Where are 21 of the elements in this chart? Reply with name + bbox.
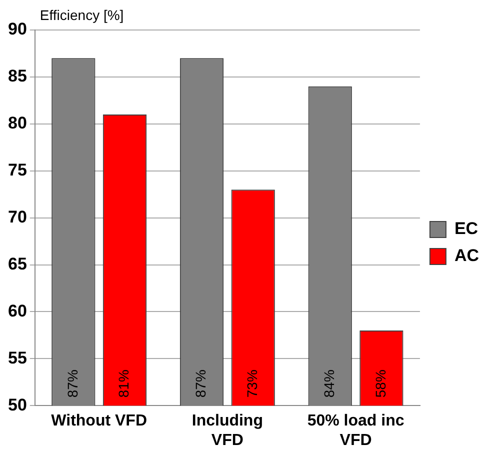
y-tick-label: 85 <box>8 66 27 86</box>
x-tick-label: Without VFD <box>51 412 147 430</box>
x-tick-label: 50% load inc VFD <box>307 412 404 449</box>
y-tick-label: 80 <box>8 114 27 133</box>
y-tick-label: 70 <box>8 207 27 226</box>
legend-label: AC <box>454 246 480 266</box>
data-label: 87% <box>64 370 80 398</box>
y-tick-label: 50 <box>8 395 27 414</box>
y-tick-label: 55 <box>8 348 27 368</box>
x-tick-label: Including VFD <box>192 412 263 449</box>
data-label: 81% <box>116 370 132 398</box>
data-label: 87% <box>192 370 209 398</box>
y-axis-title: Efficiency [%] <box>40 6 124 23</box>
y-tick-label: 65 <box>8 254 27 274</box>
data-label: 58% <box>372 370 388 398</box>
y-tick-label: 90 <box>8 20 27 39</box>
y-tick-label: 75 <box>8 160 27 180</box>
data-label: 73% <box>244 370 260 398</box>
data-label: 84% <box>320 370 337 398</box>
legend-label: EC <box>454 219 478 238</box>
y-tick-label: 60 <box>8 301 27 320</box>
